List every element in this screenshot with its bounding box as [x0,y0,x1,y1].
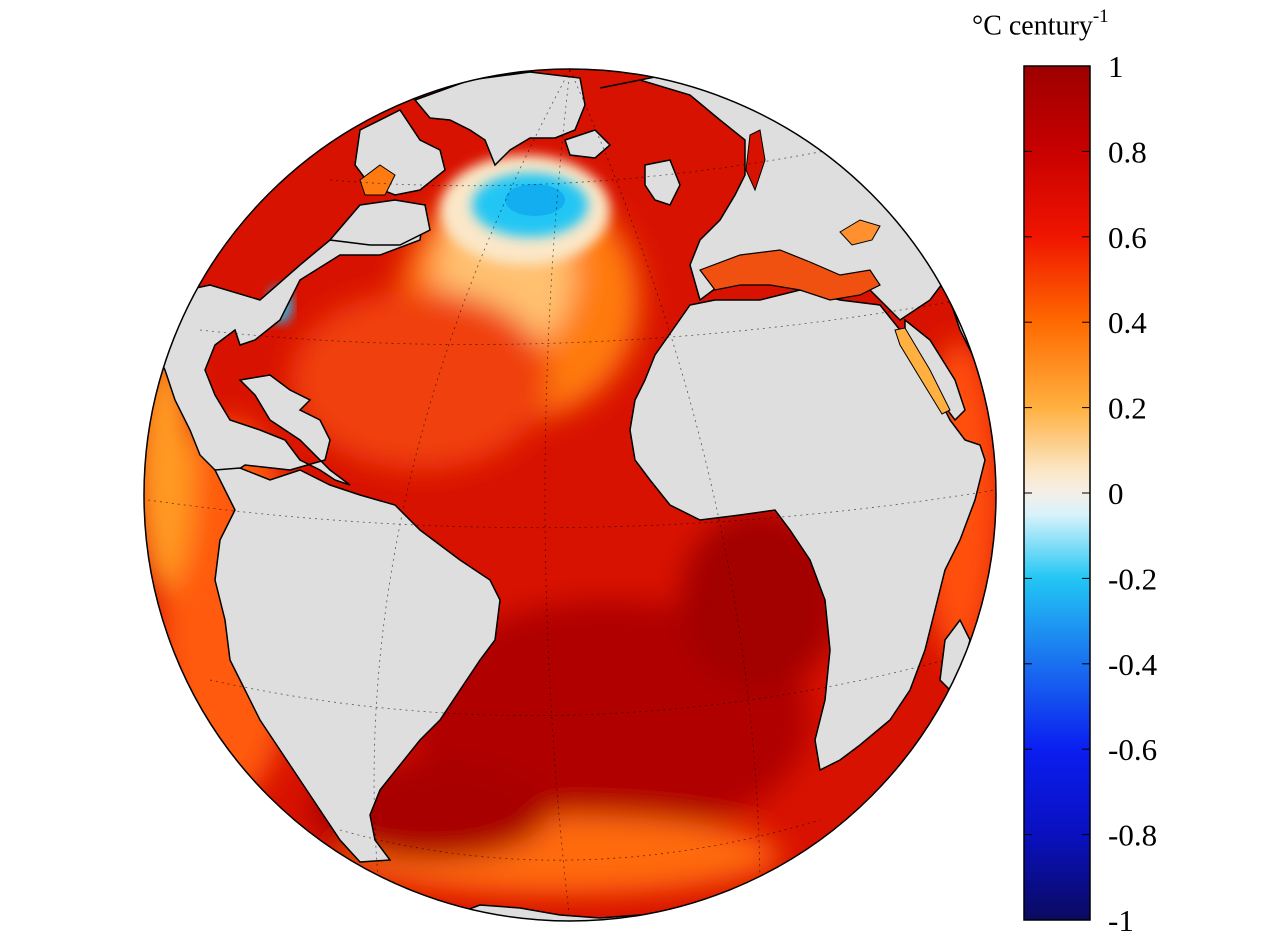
labrador [328,199,431,246]
meridian-east [569,69,761,901]
colorbar-tick-label: 0.6 [1108,220,1147,255]
black-sea [839,219,881,246]
antarctica-edge [437,904,681,921]
cold-blob-core [505,184,565,216]
south-america [213,467,501,863]
angola-basin-strong [680,510,840,690]
colorbar-title-exponent: -1 [1092,6,1109,27]
colorbar-tick-label: 0.4 [1108,305,1147,340]
colorbar-tick-label: 0.2 [1108,391,1147,426]
colorbar-gradient [1024,66,1090,920]
graticule [147,69,996,921]
meridian-center [544,69,571,921]
colorbar-title: °C century-1 [972,6,1109,42]
mediterranean-sea [699,249,881,301]
greenland [413,71,586,167]
british-isles [644,159,681,206]
colorbar-tick-label: -0.8 [1108,818,1157,853]
baltic-sea [745,129,766,192]
colorbar: 1 0.8 0.6 0.4 0.2 0 -0.2 -0.4 -0.6 -0.8 -1 [1023,49,1158,938]
colorbar-tick-label: 0.8 [1108,134,1147,169]
latitude-30s [209,659,946,716]
colorbar-tick-label: 0 [1108,476,1124,511]
colorbar-tick-label: 1 [1108,49,1124,84]
latitude-60n [329,149,831,187]
colorbar-tick-label: -0.2 [1108,561,1157,596]
colorbar-title-main: °C century [972,10,1093,42]
colorbar-tick-label: -0.4 [1108,647,1158,682]
inland-seas [359,129,951,415]
meridian-west [373,69,571,901]
africa [629,289,986,772]
colorbar-tick-label: -0.6 [1108,732,1157,767]
colorbar-ticks: 1 0.8 0.6 0.4 0.2 0 -0.2 -0.4 -0.6 -0.8 -1 [1024,49,1158,938]
hudson-bay [359,164,396,196]
equator-line [147,489,996,529]
red-sea [894,327,951,415]
colorbar-tick-label: -1 [1108,903,1134,938]
north-atlantic-gyre [290,290,550,470]
globe-outline [143,68,997,922]
